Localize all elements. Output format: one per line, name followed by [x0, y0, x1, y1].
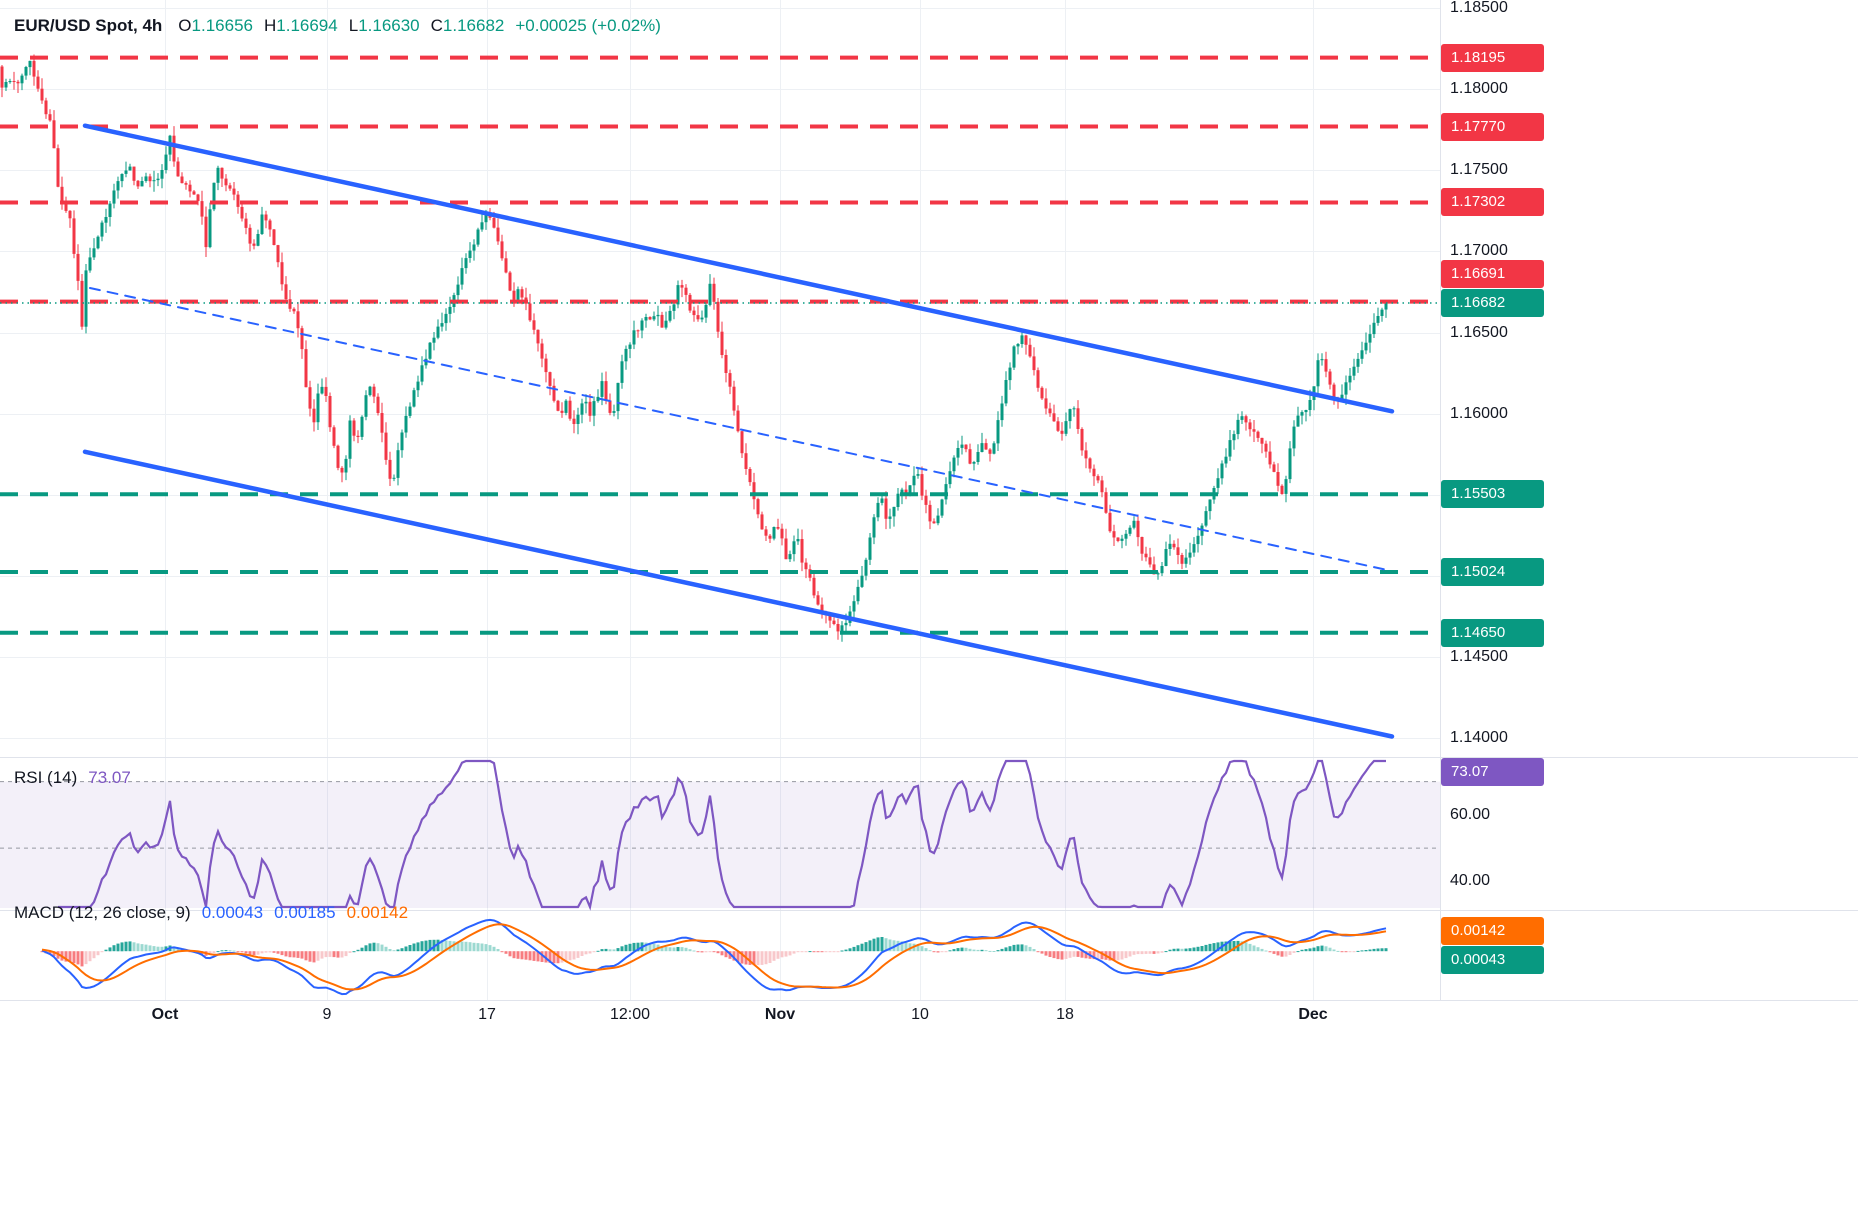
macd-line-value: 0.00185: [274, 903, 336, 922]
time-tick-label: Nov: [764, 1006, 796, 1023]
resistance-price-tag[interactable]: 1.18195: [1441, 43, 1544, 72]
rsi-line[interactable]: [58, 759, 1386, 911]
open-label: O: [178, 16, 192, 35]
macd-hist-value: 0.00043: [201, 903, 264, 922]
resistance-price-tag[interactable]: 1.17770: [1441, 112, 1544, 141]
high-value: 1.16694: [276, 16, 338, 35]
macd-signal-tag[interactable]: 0.00142: [1441, 917, 1544, 946]
high-label: H: [263, 16, 277, 35]
resistance-lines[interactable]: [0, 55, 1440, 304]
support-price-tag[interactable]: 1.15024: [1441, 558, 1544, 587]
rsi-value-tag[interactable]: 73.07: [1441, 758, 1544, 786]
price-tick-label: 1.17000: [1450, 242, 1508, 260]
low-label: L: [348, 16, 359, 35]
ohlc-low: L1.16630: [349, 16, 420, 36]
time-tick-label: Oct: [151, 1006, 179, 1023]
macd-line[interactable]: [41, 918, 1387, 996]
open-value: 1.16656: [191, 16, 253, 35]
price-tick-label: 1.16500: [1450, 323, 1508, 341]
ohlc-close: C1.16682: [431, 16, 505, 36]
support-price-tag[interactable]: 1.15503: [1441, 480, 1544, 509]
rsi-value: 73.07: [88, 768, 131, 787]
ohlc-open: O1.16656: [178, 16, 253, 36]
price-tick-label: 1.17500: [1450, 161, 1508, 179]
ohlc-high: H1.16694: [264, 16, 338, 36]
trend-channel[interactable]: [82, 123, 1395, 739]
macd-hist-tag[interactable]: 0.00043: [1441, 946, 1544, 975]
support-price-tag[interactable]: 1.14650: [1441, 618, 1544, 647]
rsi-tick-label: 60.00: [1450, 805, 1491, 823]
candlestick-series[interactable]: [0, 54, 1388, 642]
symbol-legend: EUR/USD Spot, 4h O1.16656 H1.16694 L1.16…: [14, 16, 661, 36]
support-lines[interactable]: [0, 492, 1440, 635]
time-tick-label: Dec: [1298, 1006, 1328, 1023]
rsi-title[interactable]: RSI (14): [14, 768, 78, 787]
time-tick-label: 9: [322, 1006, 332, 1023]
macd-legend: MACD (12, 26 close, 9) 0.00043 0.00185 0…: [14, 903, 408, 923]
time-tick-label: 18: [1056, 1006, 1074, 1023]
close-value: 1.16682: [442, 16, 505, 35]
low-value: 1.16630: [358, 16, 420, 35]
time-tick-label: 10: [911, 1006, 929, 1023]
pane-separators: [0, 0, 1858, 1001]
time-tick-label: 12:00: [609, 1006, 651, 1023]
rsi-legend: RSI (14) 73.07: [14, 768, 131, 788]
macd-histogram: [40, 937, 1388, 967]
macd-signal-line[interactable]: [41, 923, 1387, 991]
close-label: C: [430, 16, 443, 35]
macd-signal-value: 0.00142: [346, 903, 409, 922]
symbol-title[interactable]: EUR/USD Spot, 4h: [14, 16, 163, 35]
price-tick-label: 1.14500: [1450, 648, 1508, 666]
price-tick-label: 1.18500: [1450, 0, 1508, 17]
price-tick-label: 1.18000: [1450, 80, 1508, 98]
rsi-band: [0, 781, 1440, 908]
price-tick-label: 1.14000: [1450, 729, 1508, 747]
price-change: +0.00025 (+0.02%): [515, 16, 661, 35]
resistance-price-tag[interactable]: 1.17302: [1441, 188, 1544, 217]
time-tick-label: 17: [478, 1006, 496, 1023]
current-price-tag[interactable]: 1.16682: [1441, 289, 1544, 318]
rsi-tick-label: 40.00: [1450, 872, 1491, 890]
macd-title[interactable]: MACD (12, 26 close, 9): [14, 903, 191, 922]
price-tick-label: 1.16000: [1450, 404, 1508, 422]
resistance-price-tag[interactable]: 1.16691: [1441, 260, 1544, 289]
